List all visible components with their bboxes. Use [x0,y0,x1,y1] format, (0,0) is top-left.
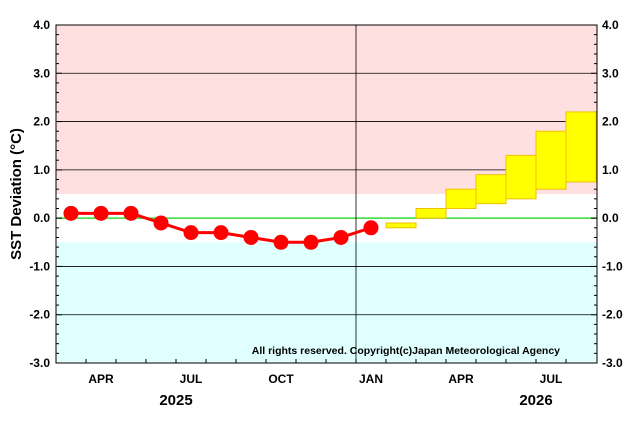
y-tick-label-right: 2.0 [602,115,619,129]
observed-point [153,215,169,231]
x-tick-label: OCT [268,372,294,386]
y-axis-label: SST Deviation (°C) [8,128,25,260]
y-tick-label-right: 4.0 [602,18,619,32]
band-cold [56,242,597,363]
y-tick-label-right: 1.0 [602,163,619,177]
y-tick-label-left: 0.0 [33,211,50,225]
observed-point [213,225,229,241]
y-tick-label-left: 4.0 [33,18,50,32]
observed-point [363,220,379,236]
observed-point [93,205,109,221]
y-tick-label-left: 3.0 [33,66,50,80]
y-tick-label-right: -2.0 [602,308,623,322]
x-tick-label: APR [88,372,114,386]
x-tick-label: JUL [180,372,203,386]
forecast-box [505,154,537,200]
y-tick-label-right: 3.0 [602,66,619,80]
observed-point [243,229,259,245]
observed-point [303,234,319,250]
y-tick-label-left: -2.0 [29,308,50,322]
x-tick-label: APR [448,372,474,386]
observed-point [333,229,349,245]
year-label: 2026 [519,392,552,409]
copyright-annotation: All rights reserved. Copyright(c)Japan M… [252,345,560,357]
y-tick-label-left: 1.0 [33,163,50,177]
y-tick-label-right: -3.0 [602,356,623,370]
observed-point [183,225,199,241]
observed-point [273,234,289,250]
x-tick-label: JUL [540,372,563,386]
observed-point [123,205,139,221]
forecast-box [385,222,417,229]
forecast-box [475,174,507,205]
forecast-box [415,207,447,219]
forecast-box [445,188,477,209]
y-tick-label-right: 0.0 [602,211,619,225]
forecast-box [565,111,597,183]
x-tick-label: JAN [359,372,383,386]
year-label: 2025 [159,392,192,409]
y-tick-label-left: -1.0 [29,259,50,273]
forecast-box [535,130,567,190]
y-tick-label-left: -3.0 [29,356,50,370]
observed-point [63,205,79,221]
y-tick-label-left: 2.0 [33,115,50,129]
y-tick-label-right: -1.0 [602,259,623,273]
